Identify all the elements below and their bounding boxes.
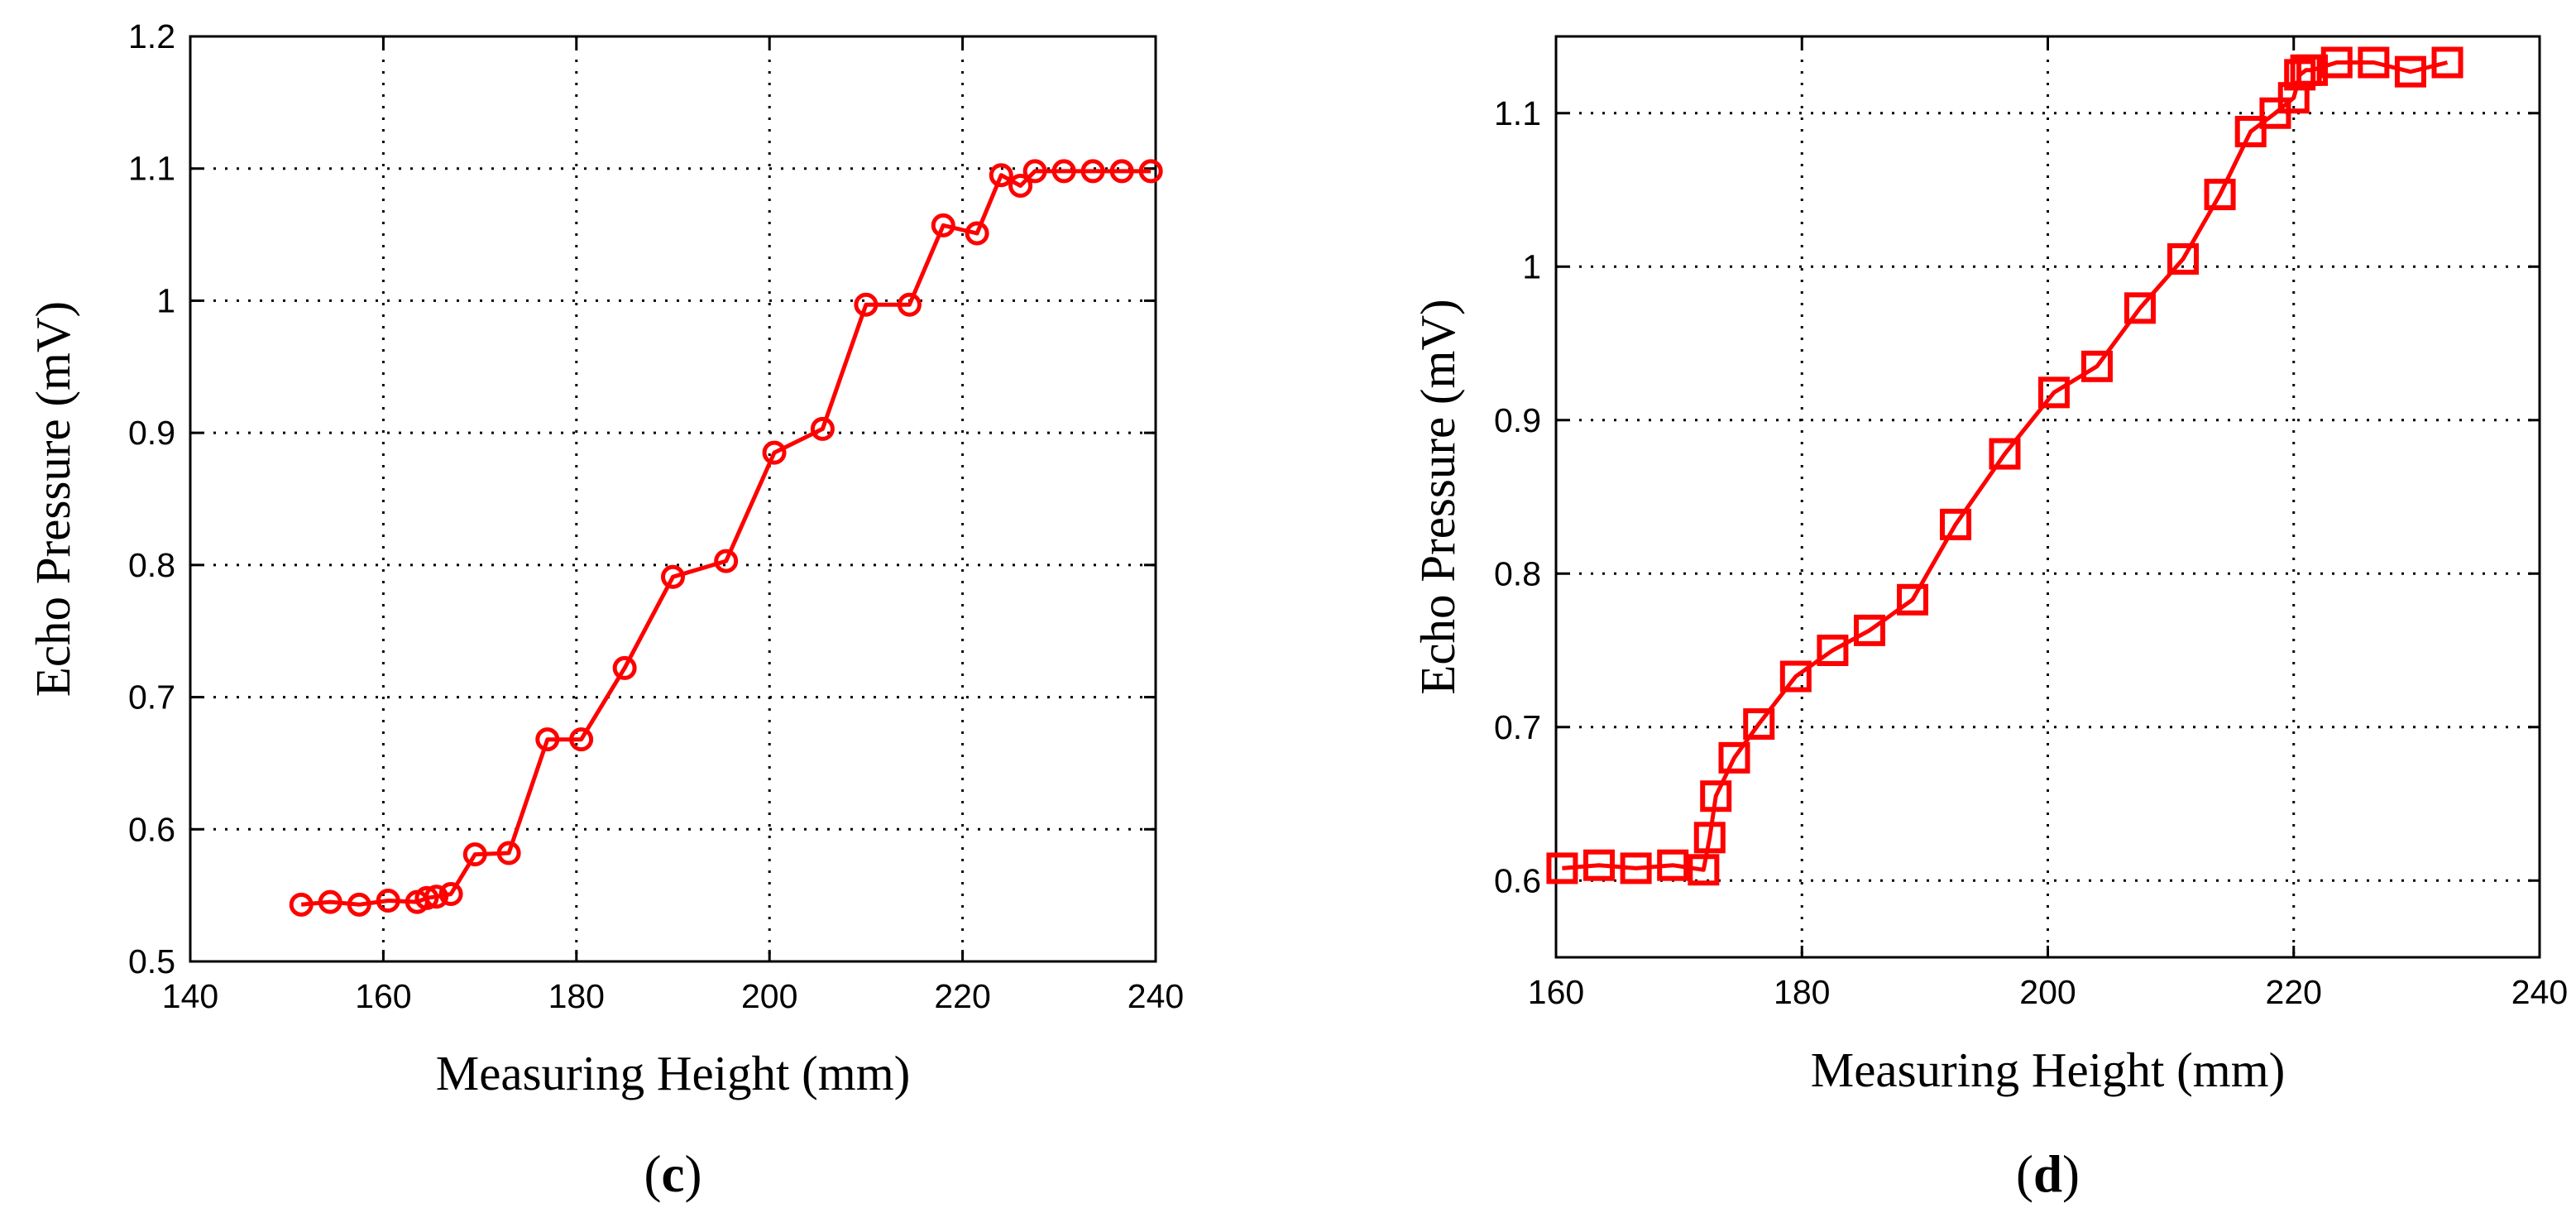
panel-c-x-tick-label: 200: [741, 977, 797, 1015]
panel-c-data-point: [661, 564, 685, 589]
panel-c-y-tick-label: 1.2: [128, 17, 175, 55]
panel-c-data-point: [931, 213, 955, 237]
panel-c-y-tick-label: 0.7: [128, 678, 175, 717]
panel-c-y-tick-label: 1: [156, 281, 175, 319]
panel-d-markers: [1546, 46, 2463, 886]
panel-c-label: (c): [644, 1145, 702, 1203]
panel-c-data-point: [897, 292, 922, 317]
panel-c-data-point: [376, 889, 400, 913]
panel-c-data-point: [714, 549, 739, 573]
panel-d-data-point: [1546, 852, 1578, 884]
panel-d-x-tick-label: 220: [2266, 973, 2322, 1011]
panel-c-y-tick-label: 0.5: [128, 942, 175, 980]
panel-c-data-point: [535, 727, 560, 752]
panel-c-data-point: [414, 885, 439, 910]
panel-d-label-letter: d: [2033, 1145, 2062, 1203]
chart-panel-d: 160 180 200 220 240 0.6 0.7 0.8 0.9 1 1.1 Measurin…: [1410, 35, 2568, 1203]
panel-d-data-point: [1940, 508, 1972, 540]
panel-c-data-point: [1022, 159, 1047, 184]
panel-d-y-tick-label: 1.1: [1494, 94, 1541, 132]
panel-c-x-tick-label: 240: [1128, 977, 1184, 1015]
panel-c-data-point: [424, 884, 449, 909]
panel-d-data-point: [2080, 350, 2113, 382]
panel-c-x-axis-title: Measuring Height (mm): [436, 1046, 911, 1100]
panel-c-data-point: [762, 440, 787, 465]
panel-c-y-tick-label: 0.6: [128, 810, 175, 848]
panel-d-data-point: [1688, 854, 1720, 886]
panel-c-y-tick-label: 1.1: [128, 150, 175, 188]
panel-c-x-tick-label: 180: [548, 977, 605, 1015]
panel-c-data-point: [289, 892, 314, 917]
panel-d-data-point: [2234, 116, 2267, 148]
panel-d-label: (d): [2016, 1145, 2080, 1203]
panel-d-x-tick-label: 160: [1528, 973, 1584, 1011]
panel-d-x-tick-label: 200: [2019, 973, 2076, 1011]
panel-d-data-point: [1817, 635, 1849, 666]
panel-d-data-point: [1583, 849, 1616, 881]
panel-d-y-tick-label: 0.8: [1494, 554, 1541, 592]
panel-c-x-tick-label: 220: [934, 977, 990, 1015]
panel-c-y-tick-label: 0.9: [128, 414, 175, 452]
panel-c-data-point: [496, 841, 521, 865]
panel-c-data-point: [989, 163, 1013, 188]
panel-d-data-point: [2358, 46, 2390, 79]
panel-d-grid: [1556, 36, 2540, 957]
panel-d-data-point: [2394, 55, 2426, 88]
panel-d-data-point: [2204, 179, 2236, 211]
panel-d-data-point: [1620, 852, 1652, 884]
panel-c-x-tick-label: 160: [355, 977, 411, 1015]
panel-c-x-tick-label: 140: [162, 977, 218, 1015]
panel-c-label-letter: c: [662, 1145, 685, 1203]
panel-c-data-point: [1138, 159, 1163, 184]
panel-d-x-axis-title: Measuring Height (mm): [1811, 1043, 2286, 1097]
panel-c-data-point: [810, 416, 835, 441]
panel-c-markers: [289, 159, 1163, 917]
panel-d-data-point: [1657, 849, 1689, 881]
panel-d-y-tick-label: 0.7: [1494, 708, 1541, 746]
panel-d-y-tick-label: 0.6: [1494, 861, 1541, 899]
panel-d-data-point: [1897, 583, 1929, 616]
panel-d-data-point: [2124, 292, 2156, 324]
panel-c-ticks: 140 160 180 200 220 240 0.5 0.6 0.7 0.8 0.9 1 1.1 1.2: [128, 17, 1184, 1015]
panel-d-data-point: [1853, 614, 1885, 646]
panel-d-x-tick-label: 180: [1774, 973, 1830, 1011]
panel-d-data-point: [2431, 46, 2463, 79]
panel-c-data-point: [1051, 159, 1076, 184]
panel-c-data-point: [965, 221, 989, 246]
panel-d-data-point: [2320, 46, 2353, 79]
panel-c-data-point: [569, 727, 594, 752]
panel-d-data-point: [1989, 438, 2021, 470]
panel-d-ticks: 160 180 200 220 240 0.6 0.7 0.8 0.9 1 1.1: [1494, 36, 2568, 1011]
panel-c-y-axis-title: Echo Pressure (mV): [26, 301, 80, 697]
panel-c-data-point: [438, 882, 463, 907]
panel-d-x-tick-label: 240: [2511, 973, 2568, 1011]
panel-c-data-point: [462, 842, 487, 867]
panel-d-data-point: [1743, 708, 1775, 741]
panel-c-data-point: [1080, 159, 1105, 184]
panel-c-data-point: [854, 292, 879, 317]
panel-d-y-tick-label: 0.9: [1494, 401, 1541, 439]
panel-d-data-point: [1693, 822, 1726, 854]
panel-c-data-point: [1109, 159, 1134, 184]
panel-c-data-point: [318, 889, 342, 914]
panel-c-data-point: [347, 892, 371, 917]
panel-d-y-tick-label: 1: [1522, 247, 1541, 285]
panel-d-data-point: [1779, 660, 1812, 693]
panel-c-data-point: [612, 655, 637, 680]
panel-d-data-point: [1700, 780, 1732, 813]
panel-d-series-line: [1562, 60, 2449, 872]
panel-c-data-point: [1008, 173, 1033, 198]
panel-d-data-point: [2037, 376, 2070, 409]
panel-d-data-point: [1718, 741, 1750, 774]
panel-d-data-point: [2167, 242, 2199, 275]
panel-d-y-axis-title: Echo Pressure (mV): [1410, 299, 1465, 694]
panel-c-y-tick-label: 0.8: [128, 546, 175, 584]
chart-panel-c: 140 160 180 200 220 240 0.5 0.6 0.7 0.8 0.9 1 1.1 1.2…: [26, 17, 1184, 1203]
panel-c-axes-frame: [189, 35, 1157, 963]
